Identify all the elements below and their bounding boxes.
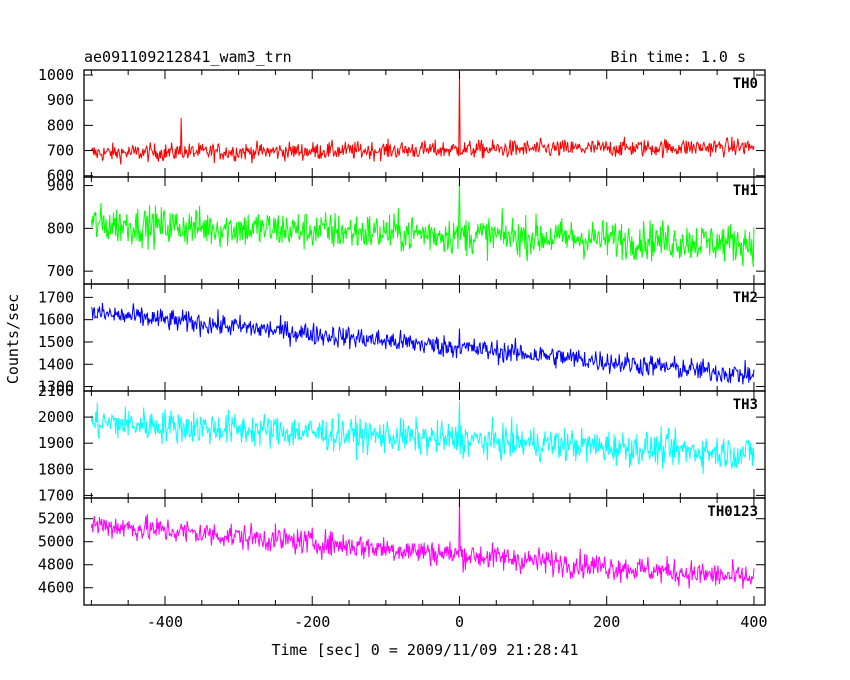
y-tick-label-th0123: 4800 bbox=[38, 556, 74, 574]
series-th2 bbox=[90, 302, 755, 385]
y-tick-label-th0123: 5000 bbox=[38, 533, 74, 551]
chart-title: ae091109212841_wam3_trn bbox=[84, 48, 292, 66]
x-tick-label: 0 bbox=[455, 613, 464, 631]
x-tick-label: 400 bbox=[740, 613, 767, 631]
x-tick-label: -200 bbox=[294, 613, 330, 631]
y-tick-label-th3: 2100 bbox=[38, 382, 74, 400]
y-tick-label-th3: 2000 bbox=[38, 408, 74, 426]
panel-frame-th0 bbox=[83, 69, 766, 178]
y-tick-label-th2: 1300 bbox=[38, 378, 74, 396]
series-th0 bbox=[90, 70, 755, 165]
panel-label-th0123: TH0123 bbox=[707, 504, 758, 520]
bin-time-label: Bin time: 1.0 s bbox=[611, 48, 746, 66]
panel-label-th2: TH2 bbox=[733, 290, 758, 306]
y-tick-label-th1: 700 bbox=[47, 262, 74, 280]
y-tick-label-th0123: 5200 bbox=[38, 510, 74, 528]
y-tick-label-th0: 700 bbox=[47, 142, 74, 160]
panel-label-th3: TH3 bbox=[733, 397, 758, 413]
x-tick-label: 200 bbox=[593, 613, 620, 631]
y-tick-label-th0: 600 bbox=[47, 167, 74, 185]
y-tick-label-th1: 900 bbox=[47, 177, 74, 195]
y-tick-label-th0: 900 bbox=[47, 91, 74, 109]
y-tick-label-th1: 800 bbox=[47, 219, 74, 237]
y-tick-label-th3: 1700 bbox=[38, 486, 74, 504]
y-tick-label-th0: 1000 bbox=[38, 66, 74, 84]
y-tick-label-th3: 1900 bbox=[38, 434, 74, 452]
panel-frame-th3 bbox=[83, 390, 766, 499]
y-tick-label-th0: 800 bbox=[47, 116, 74, 134]
y-tick-label-th3: 1800 bbox=[38, 460, 74, 478]
series-th1 bbox=[90, 179, 755, 268]
y-tick-label-th0123: 4600 bbox=[38, 579, 74, 597]
panel-frame-th2 bbox=[83, 283, 766, 392]
panels-group: 600 700 800 900 1000 TH0 700 800 900 TH1 1300 1400 1… bbox=[38, 66, 768, 631]
y-axis-title: Counts/sec bbox=[4, 294, 22, 384]
y-tick-label-th2: 1700 bbox=[38, 288, 74, 306]
series-th3 bbox=[90, 401, 755, 474]
series-th0123 bbox=[90, 498, 755, 589]
panel-frame-th0123 bbox=[83, 497, 766, 606]
panel-label-th0: TH0 bbox=[733, 76, 758, 92]
y-tick-label-th2: 1400 bbox=[38, 355, 74, 373]
y-tick-label-th2: 1600 bbox=[38, 311, 74, 329]
x-axis-title: Time [sec] 0 = 2009/11/09 21:28:41 bbox=[271, 641, 578, 659]
x-tick-label: -400 bbox=[147, 613, 183, 631]
y-tick-label-th2: 1500 bbox=[38, 333, 74, 351]
panel-label-th1: TH1 bbox=[733, 183, 758, 199]
